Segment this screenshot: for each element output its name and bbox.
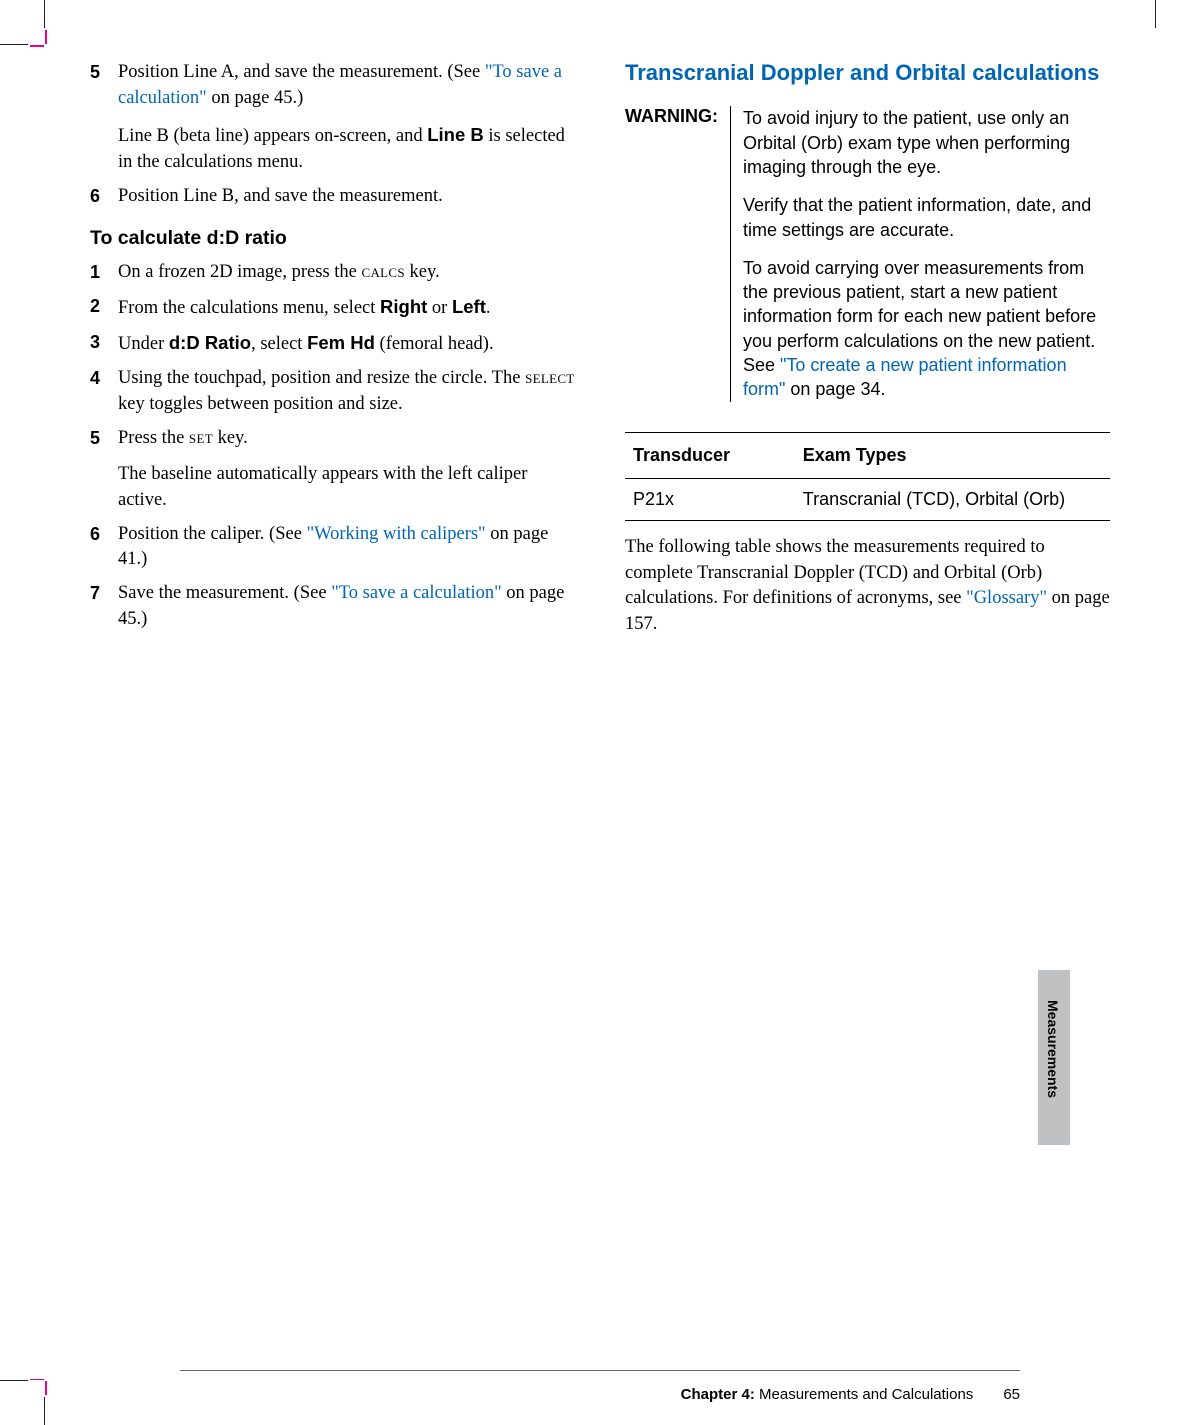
step-number: 5 xyxy=(90,426,104,514)
table-cell: P21x xyxy=(625,478,795,520)
table-header-row: Transducer Exam Types xyxy=(625,432,1110,478)
crop-accent xyxy=(30,1379,44,1381)
footer-page-number: 65 xyxy=(1003,1386,1020,1403)
warning-paragraph: To avoid carrying over measurements from… xyxy=(743,256,1110,402)
step-2: 2 From the calculations menu, select Rig… xyxy=(90,294,575,322)
body-paragraph: The following table shows the measuremen… xyxy=(625,535,1110,639)
transducer-table: Transducer Exam Types P21x Transcranial … xyxy=(625,432,1110,521)
step-5: 5 Position Line A, and save the measurem… xyxy=(90,60,575,176)
crop-mark xyxy=(1155,0,1156,28)
left-column: 5 Position Line A, and save the measurem… xyxy=(90,60,575,641)
step-6: 6 Position the caliper. (See "Working wi… xyxy=(90,522,575,574)
step-4: 4 Using the touchpad, position and resiz… xyxy=(90,366,575,418)
step-text: Position Line B, and save the measuremen… xyxy=(118,184,575,210)
side-tab-label: Measurements xyxy=(1045,1000,1061,1098)
link-working-calipers[interactable]: "Working with calipers" xyxy=(307,524,486,544)
step-text: Press the set key. xyxy=(118,426,575,452)
crop-mark xyxy=(44,1397,45,1425)
table-row: P21x Transcranial (TCD), Orbital (Orb) xyxy=(625,478,1110,520)
warning-label: WARNING: xyxy=(625,106,731,401)
step-number: 6 xyxy=(90,522,104,574)
step-text: Save the measurement. (See "To save a ca… xyxy=(118,581,575,633)
warning-paragraph: Verify that the patient information, dat… xyxy=(743,193,1110,242)
step-1: 1 On a frozen 2D image, press the calcs … xyxy=(90,260,575,286)
step-number: 4 xyxy=(90,366,104,418)
subheading-dd-ratio: To calculate d:D ratio xyxy=(90,227,575,250)
step-number: 1 xyxy=(90,260,104,286)
right-column: Transcranial Doppler and Orbital calcula… xyxy=(625,60,1110,641)
crop-accent xyxy=(45,1381,47,1395)
step-text: Position the caliper. (See "Working with… xyxy=(118,522,575,574)
warning-paragraph: To avoid injury to the patient, use only… xyxy=(743,106,1110,179)
link-save-calculation[interactable]: "To save a calculation" xyxy=(331,583,501,603)
step-text: The baseline automatically appears with … xyxy=(118,462,575,514)
warning-block: WARNING: To avoid injury to the patient,… xyxy=(625,106,1110,401)
footer-rule xyxy=(180,1370,1020,1371)
table-header: Transducer xyxy=(625,432,795,478)
link-glossary[interactable]: "Glossary" xyxy=(966,588,1047,608)
step-number: 7 xyxy=(90,581,104,633)
step-6: 6 Position Line B, and save the measurem… xyxy=(90,184,575,210)
footer-chapter: Chapter 4: xyxy=(681,1386,755,1403)
step-7: 7 Save the measurement. (See "To save a … xyxy=(90,581,575,633)
crop-mark xyxy=(0,44,28,45)
step-3: 3 Under d:D Ratio, select Fem Hd (femora… xyxy=(90,330,575,358)
steps-list-continued: 5 Position Line A, and save the measurem… xyxy=(90,60,575,209)
step-text: From the calculations menu, select Right… xyxy=(118,294,575,322)
page-content: 5 Position Line A, and save the measurem… xyxy=(90,60,1110,641)
crop-mark xyxy=(0,1380,28,1381)
step-number: 2 xyxy=(90,294,104,322)
step-text: Using the touchpad, position and resize … xyxy=(118,366,575,418)
crop-mark xyxy=(44,0,45,28)
footer-title: Measurements and Calculations xyxy=(755,1386,973,1403)
step-text: On a frozen 2D image, press the calcs ke… xyxy=(118,260,575,286)
step-5: 5 Press the set key. The baseline automa… xyxy=(90,426,575,514)
step-number: 5 xyxy=(90,60,104,176)
side-tab: Measurements xyxy=(1038,970,1070,1145)
crop-accent xyxy=(30,45,44,47)
table-cell: Transcranial (TCD), Orbital (Orb) xyxy=(795,478,1110,520)
steps-list-dd: 1 On a frozen 2D image, press the calcs … xyxy=(90,260,575,633)
step-number: 3 xyxy=(90,330,104,358)
step-text: Position Line A, and save the measuremen… xyxy=(118,60,575,112)
crop-accent xyxy=(45,30,47,44)
footer: Chapter 4: Measurements and Calculations… xyxy=(681,1386,1020,1403)
table-header: Exam Types xyxy=(795,432,1110,478)
step-text: Under d:D Ratio, select Fem Hd (femoral … xyxy=(118,330,575,358)
step-number: 6 xyxy=(90,184,104,210)
warning-body: To avoid injury to the patient, use only… xyxy=(743,106,1110,401)
heading-tcd-orbital: Transcranial Doppler and Orbital calcula… xyxy=(625,60,1110,86)
step-text: Line B (beta line) appears on-screen, an… xyxy=(118,122,575,176)
